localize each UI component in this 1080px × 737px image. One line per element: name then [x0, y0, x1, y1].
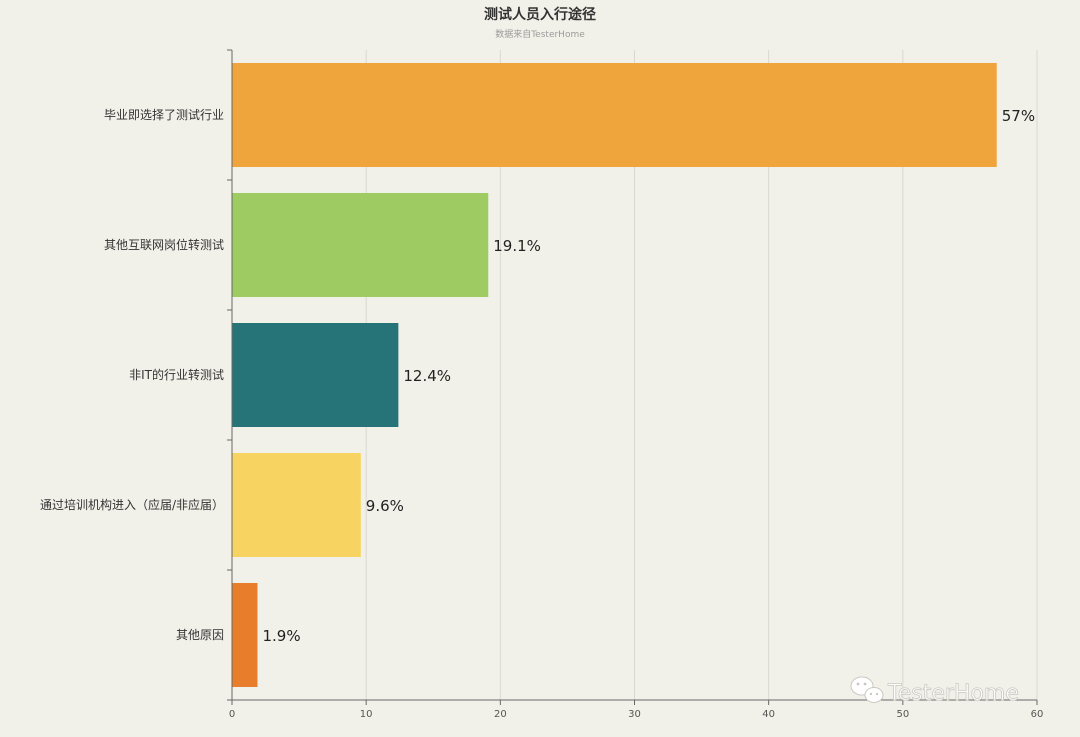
watermark: TesterHome — [850, 676, 1019, 706]
chart-title: 测试人员入行途径 — [484, 6, 596, 23]
bar — [232, 193, 489, 297]
labels: 毕业即选择了测试行业 57% 其他互联网岗位转测试 19.1% 非IT的行业转测试 12.… — [40, 107, 1035, 645]
x-tick-label: 30 — [628, 709, 641, 720]
bars — [232, 63, 997, 687]
watermark-text: TesterHome — [887, 681, 1019, 706]
bar — [232, 453, 361, 557]
x-tick-label: 60 — [1031, 709, 1044, 720]
data-label: 9.6% — [366, 497, 404, 515]
x-tick-label: 10 — [360, 709, 373, 720]
data-label: 12.4% — [403, 367, 451, 385]
x-tick-label: 50 — [896, 709, 909, 720]
category-label: 通过培训机构进入（应届/非应届） — [40, 497, 224, 512]
bar — [232, 323, 399, 427]
category-label: 毕业即选择了测试行业 — [104, 107, 224, 122]
category-label: 其他互联网岗位转测试 — [104, 237, 224, 252]
x-tick-label: 20 — [494, 709, 507, 720]
wechat-icon — [850, 676, 884, 703]
axes: 0 10 20 30 40 50 60 — [227, 49, 1044, 720]
chart-subtitle: 数据来自TesterHome — [495, 28, 585, 40]
data-label: 57% — [1002, 107, 1035, 125]
x-tick-label: 0 — [229, 709, 235, 720]
x-tick-label: 40 — [762, 709, 775, 720]
data-label: 1.9% — [262, 627, 300, 645]
category-label: 其他原因 — [176, 628, 224, 642]
data-label: 19.1% — [493, 237, 541, 255]
category-label: 非IT的行业转测试 — [129, 367, 224, 382]
bar — [232, 583, 258, 687]
bar — [232, 63, 997, 167]
